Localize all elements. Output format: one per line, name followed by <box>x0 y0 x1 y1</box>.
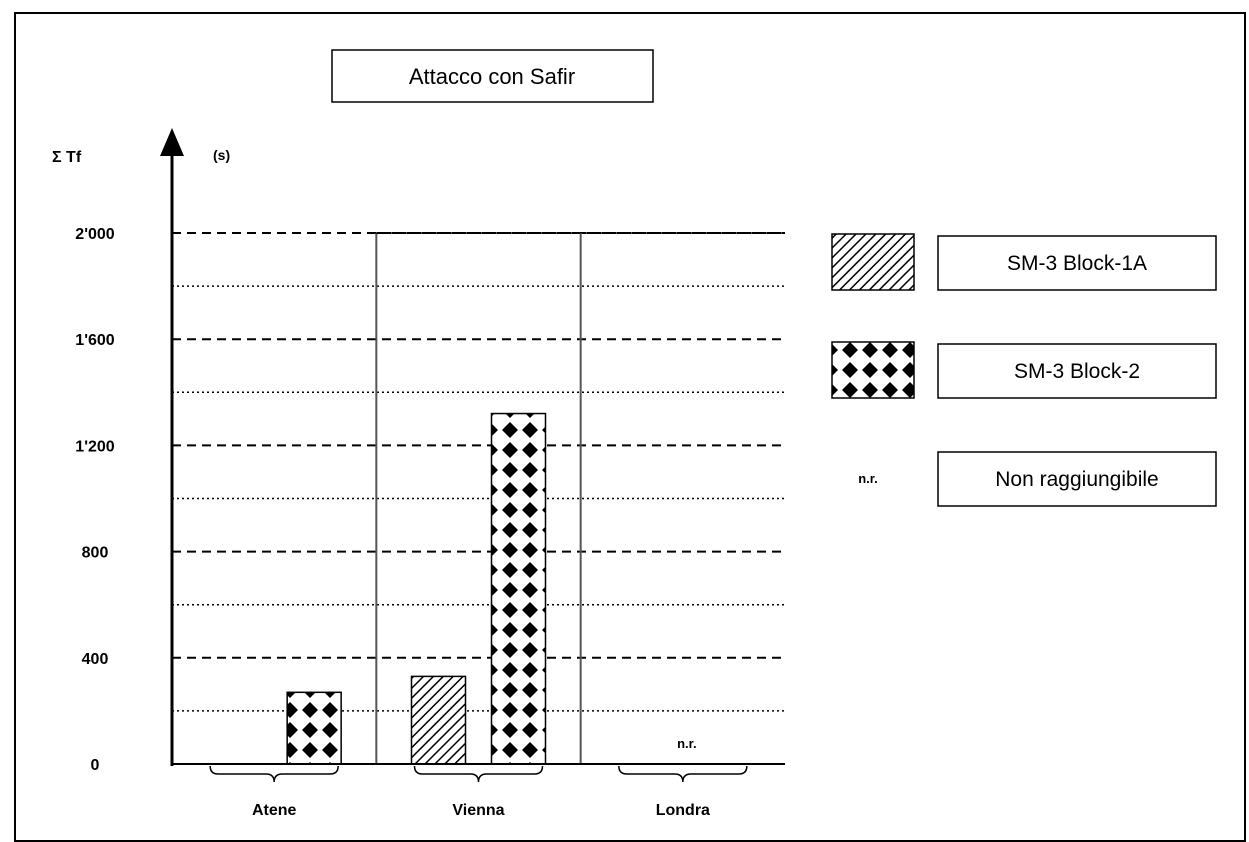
y-axis-arrow <box>160 128 184 156</box>
x-categories: Atene Vienna Londra <box>209 765 748 819</box>
y-tick-label: 1'600 <box>75 332 115 349</box>
x-tick-label: Atene <box>252 802 297 819</box>
annotation-nr: n.r. <box>677 736 697 751</box>
axes <box>160 128 785 766</box>
category-brace <box>413 765 544 783</box>
bars <box>286 412 547 765</box>
x-tick-label: Londra <box>656 802 710 819</box>
legend-label-box <box>937 235 1217 291</box>
category-brace <box>618 765 748 783</box>
y-tick-label: 800 <box>82 545 109 562</box>
figure-frame <box>14 12 1246 842</box>
legend-label-box <box>937 343 1217 399</box>
y-tick-label: 400 <box>82 651 109 668</box>
grid <box>172 232 785 712</box>
chart-title: Attacco con Safir <box>331 49 654 103</box>
y-ticks: 0 400 800 1'200 1'600 2'000 <box>75 226 115 774</box>
bar-atene-dots <box>286 691 342 765</box>
category-dividers <box>375 232 785 764</box>
legend-marker-nr: n.r. <box>858 471 878 486</box>
x-tick-label: Vienna <box>452 802 504 819</box>
y-axis-unit: (s) <box>213 147 230 163</box>
legend-label: SM-3 Block-1A <box>1007 252 1147 275</box>
y-tick-label: 0 <box>91 757 100 774</box>
legend-label-box <box>937 451 1217 507</box>
legend-swatch-hatch <box>831 233 915 291</box>
bar-vienna-hatch <box>410 675 467 765</box>
legend: SM-3 Block-1A SM-3 Block-2 n.r. Non raggiun… <box>831 233 1217 507</box>
legend-swatch-dots <box>831 341 915 399</box>
bar-vienna-dots <box>490 412 547 765</box>
legend-label: Non raggiungibile <box>995 468 1158 491</box>
category-brace <box>209 765 339 783</box>
legend-label: SM-3 Block-2 <box>1014 360 1140 383</box>
annotations: n.r. <box>677 736 697 751</box>
y-axis-label: Σ Tf <box>52 149 82 166</box>
y-tick-label: 1'200 <box>75 438 115 455</box>
y-tick-label: 2'000 <box>75 226 115 243</box>
svg-text:Attacco con Safir: Attacco con Safir <box>409 64 575 89</box>
